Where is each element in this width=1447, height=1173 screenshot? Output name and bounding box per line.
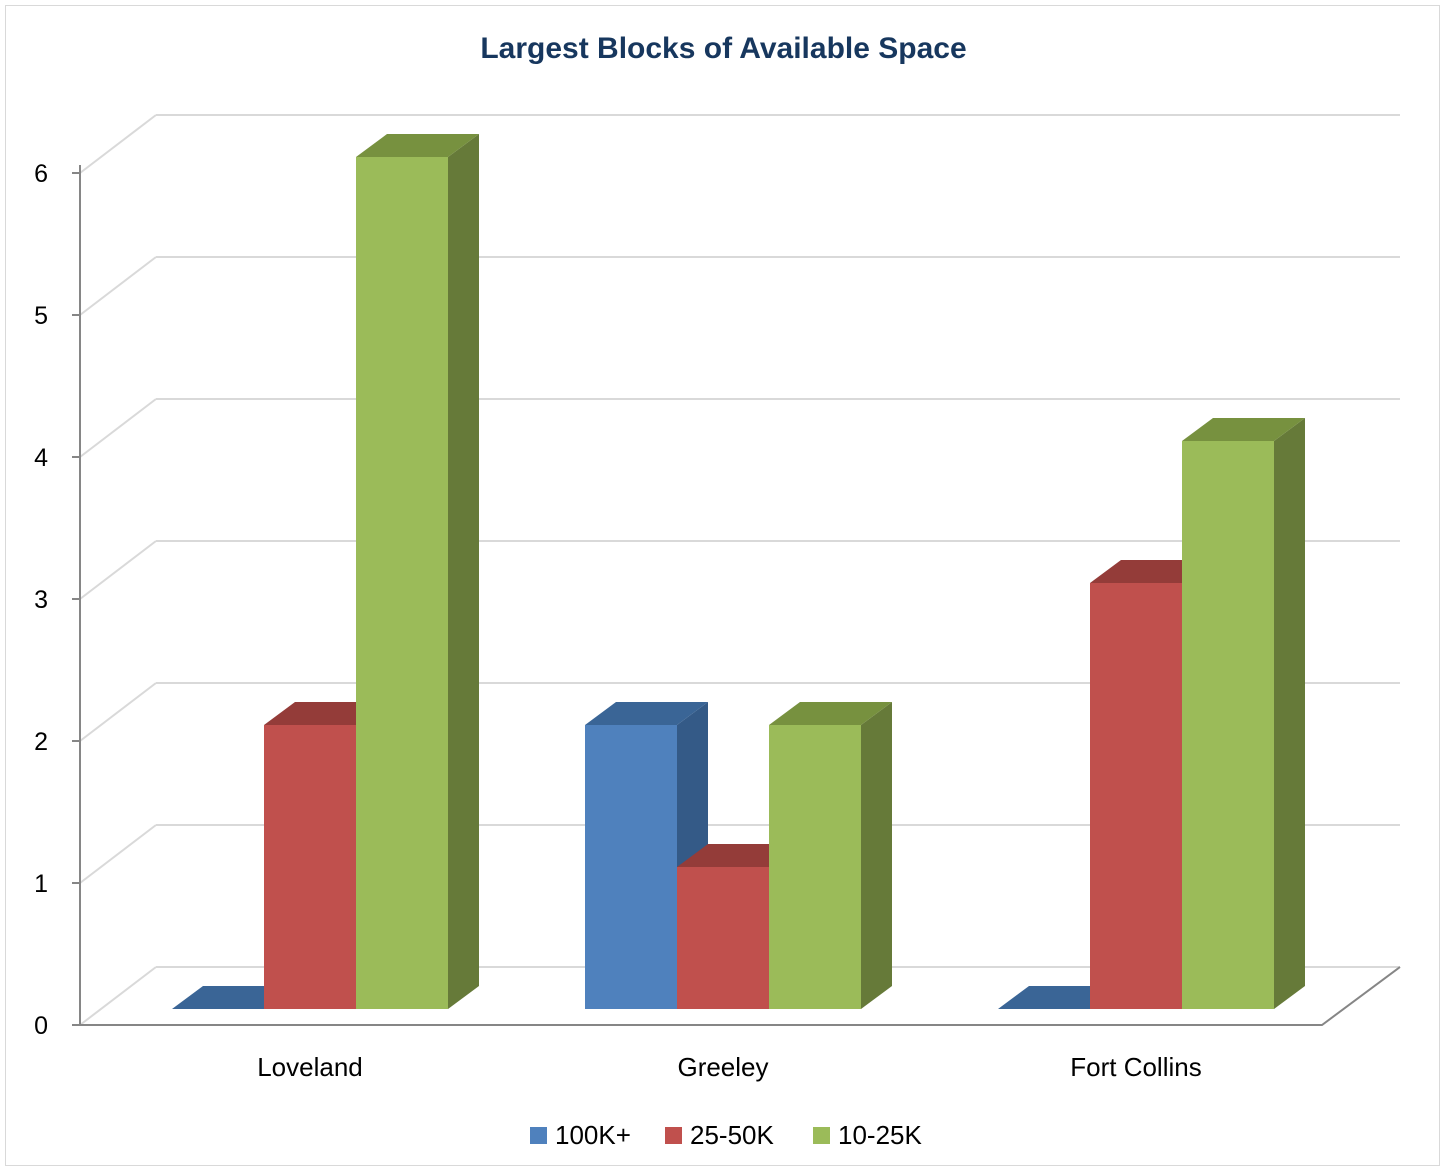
- bar-top: [356, 134, 479, 157]
- y-tick-label: 1: [34, 870, 48, 898]
- bar-10-25K-Fort Collins: [1182, 441, 1274, 1009]
- gridline-side: [79, 114, 157, 174]
- gridline-side: [79, 966, 157, 1026]
- legend-swatch: [813, 1127, 830, 1144]
- chart-title: Largest Blocks of Available Space: [480, 32, 967, 65]
- category-labels: Loveland Greeley Fort Collins: [257, 1052, 1202, 1082]
- legend: 100K+ 25-50K 10-25K: [530, 1120, 922, 1150]
- bar-top: [1182, 418, 1305, 441]
- floor-edge: [80, 966, 1401, 1026]
- legend-swatch: [665, 1127, 682, 1144]
- gridline-side: [79, 398, 157, 458]
- legend-label: 100K+: [555, 1120, 631, 1150]
- gridline-side: [79, 256, 157, 316]
- y-tick-label: 2: [34, 728, 48, 756]
- bar-side: [448, 134, 479, 1009]
- gridline-side: [79, 824, 157, 884]
- gridline-side: [79, 682, 157, 742]
- bar-10-25K-Greeley: [769, 725, 861, 1009]
- y-tick-label: 4: [34, 444, 48, 472]
- y-tick-label: 5: [34, 302, 48, 330]
- bar-10-25K-Loveland: [356, 157, 448, 1009]
- y-tick-label: 6: [34, 160, 48, 188]
- bar-25-50K-Loveland: [264, 725, 356, 1009]
- bar-25-50K-Greeley: [677, 867, 769, 1009]
- legend-swatch: [530, 1127, 547, 1144]
- legend-label: 25-50K: [690, 1120, 774, 1150]
- category-label: Greeley: [677, 1052, 768, 1082]
- category-label: Loveland: [257, 1052, 363, 1082]
- bar-top: [769, 702, 892, 725]
- gridline-side: [79, 540, 157, 600]
- bar-side: [1274, 418, 1305, 1009]
- legend-label: 10-25K: [838, 1120, 922, 1150]
- axes: [72, 165, 1401, 1026]
- bar-side: [861, 702, 892, 1009]
- bar-25-50K-Fort Collins: [1090, 583, 1182, 1009]
- category-label: Fort Collins: [1070, 1052, 1201, 1082]
- bar-100K+-Greeley: [585, 725, 677, 1009]
- y-tick-label: 3: [34, 586, 48, 614]
- y-tick-labels: 0 1 2 3 4 5 6: [34, 160, 48, 1040]
- bars: [172, 134, 1305, 1009]
- y-tick-label: 0: [34, 1012, 48, 1040]
- bar-top: [585, 702, 708, 725]
